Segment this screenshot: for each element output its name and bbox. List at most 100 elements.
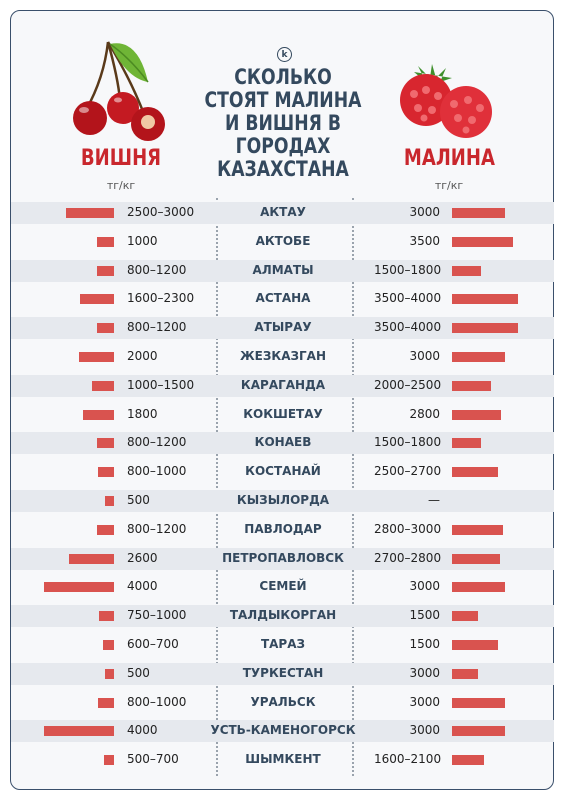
raspberry-heading: МАЛИНА [403, 146, 495, 171]
cherry-bar [79, 352, 114, 362]
raspberry-bar [452, 640, 498, 650]
city-name: ЖЕЗКАЗГАН [239, 349, 326, 363]
cherry-price: 800–1000 [127, 464, 187, 479]
city-name: АТЫРАУ [254, 320, 312, 335]
city-name: ТАРАЗ [260, 637, 306, 651]
city-name: АСТАНА [255, 291, 311, 306]
cherry-price: 600–700 [127, 637, 179, 651]
raspberry-price: 3000 [409, 579, 440, 594]
cherry-price: 1600–2300 [127, 291, 195, 306]
cherry-heading: ВИШНЯ [80, 146, 162, 171]
cherry-price: 500 [127, 493, 150, 507]
raspberry-price: 1500 [409, 608, 440, 623]
infographic-frame [10, 10, 554, 790]
raspberry-price: 3000 [409, 349, 440, 363]
cherry-bar [96, 524, 114, 535]
raspberry-price: 3000 [409, 205, 440, 219]
cherry-bar [98, 467, 114, 478]
cherry-price: 1800 [127, 406, 158, 421]
raspberry-bar [452, 208, 505, 218]
raspberry-price: 3000 [409, 723, 440, 738]
cherry-price: 4000 [127, 723, 158, 738]
cherry-bar [98, 611, 114, 622]
city-name: КОСТАНАЙ [245, 464, 321, 479]
cherry-price: 800–1200 [127, 435, 187, 450]
raspberry-bar [452, 611, 479, 622]
raspberry-price: 2000–2500 [374, 377, 442, 392]
table-row-stripe [11, 374, 554, 397]
raspberry-bar [452, 668, 479, 679]
raspberry-bar [452, 467, 498, 478]
raspberry-price: 1600–2100 [374, 752, 442, 767]
raspberry-bar [452, 265, 481, 276]
cherry-price: 2000 [127, 349, 158, 363]
cherry-price: 800–1200 [127, 521, 187, 536]
logo-mark: k [277, 47, 292, 62]
raspberry-price: 2500–2700 [374, 464, 442, 479]
cherry-bar [92, 380, 114, 391]
cherry-bar [96, 323, 114, 334]
cherry-icon [73, 41, 165, 141]
city-name: КЫЗЫЛОРДА [236, 493, 330, 507]
cherry-price: 1000–1500 [127, 377, 195, 392]
city-name: ТАЛДЫКОРГАН [229, 608, 337, 623]
cherry-unit: тг/кг [106, 179, 136, 192]
cherry-price: 1000 [127, 233, 158, 248]
raspberry-bar [452, 294, 518, 305]
raspberry-price: 3500–4000 [374, 291, 442, 306]
raspberry-bar [452, 553, 501, 564]
city-name: ПАВЛОДАР [244, 521, 322, 536]
table-row-stripe [11, 547, 554, 570]
raspberry-bar [452, 438, 481, 449]
city-name: АКТОБЕ [255, 233, 311, 248]
raspberry-bar [452, 755, 485, 766]
cherry-bar [44, 726, 114, 737]
raspberry-bar [452, 236, 514, 247]
page-title: СКОЛЬКО СТОЯТ МАЛИНА И ВИШНЯ В ГОРОДАХ К… [204, 65, 362, 181]
cherry-bar [102, 640, 114, 650]
city-name: УСТЬ-КАМЕНОГОРСК [210, 723, 356, 738]
raspberry-bar [452, 409, 501, 420]
cherry-bar [65, 208, 114, 218]
cherry-bar [105, 668, 114, 679]
city-name: КОКШЕТАУ [243, 406, 323, 421]
raspberry-bar [452, 380, 492, 391]
raspberry-bar [452, 582, 505, 593]
cherry-bar [96, 236, 114, 247]
column-divider-right [352, 198, 354, 776]
table-row-stripe [11, 662, 554, 685]
raspberry-price: 3500–4000 [374, 320, 442, 335]
city-name: АЛМАТЫ [252, 262, 314, 277]
cherry-bar [96, 438, 114, 449]
cherry-price: 750–1000 [127, 608, 187, 623]
city-name: УРАЛЬСК [250, 694, 316, 709]
raspberry-icon [400, 64, 492, 138]
cherry-bar [98, 697, 114, 708]
city-name: ПЕТРОПАВЛОВСК [222, 550, 344, 565]
raspberry-price: 1500–1800 [374, 435, 442, 450]
raspberry-price: 3000 [409, 665, 440, 680]
cherry-bar [103, 755, 114, 766]
raspberry-price: 1500 [409, 637, 440, 651]
cherry-bar [68, 553, 114, 564]
raspberry-price: 3000 [409, 694, 440, 709]
cherry-price: 800–1200 [127, 262, 187, 277]
cherry-bar [96, 265, 114, 276]
table-row-stripe [11, 259, 554, 282]
city-name: КАРАГАНДА [240, 377, 326, 392]
cherry-price: 800–1000 [127, 694, 187, 709]
city-name: СЕМЕЙ [259, 579, 307, 594]
cherry-bar [44, 582, 114, 593]
raspberry-price: 2800–3000 [374, 521, 442, 536]
cherry-bar [79, 294, 114, 305]
cherry-price: 500 [127, 665, 150, 680]
column-divider-left [216, 198, 218, 776]
table-row-stripe [11, 432, 554, 455]
raspberry-bar [452, 697, 505, 708]
raspberry-bar [452, 323, 518, 334]
raspberry-price: 2700–2800 [374, 550, 442, 565]
cherry-price: 2500–3000 [127, 205, 195, 219]
table-row-stripe [11, 720, 554, 743]
cherry-price: 800–1200 [127, 320, 187, 335]
